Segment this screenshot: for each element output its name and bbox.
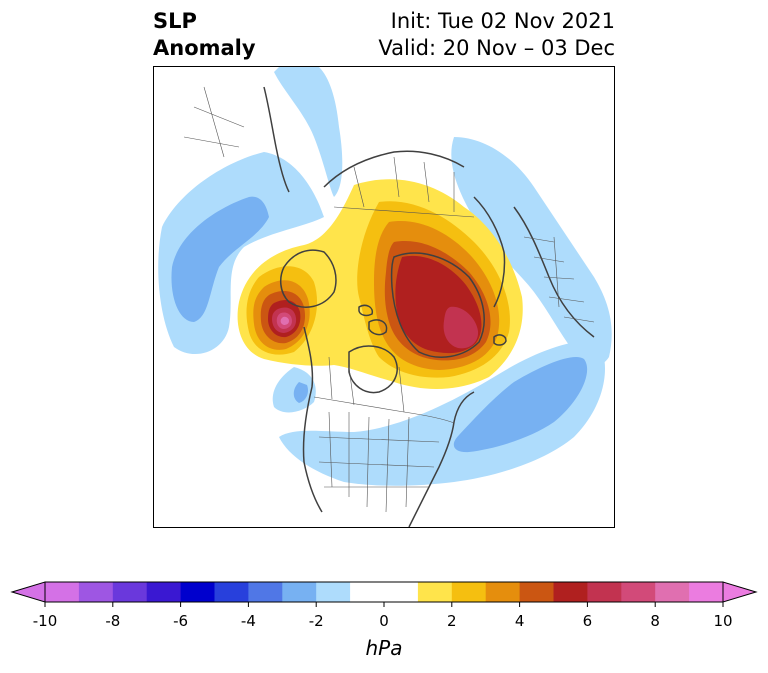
country-borders [183, 86, 595, 513]
colorbar-tick-label: 6 [583, 612, 593, 630]
alaska [279, 249, 337, 308]
colorbar-tick-label: -8 [105, 612, 120, 630]
siberia-low-light [451, 137, 612, 367]
map-title-dates: Init: Tue 02 Nov 2021 Valid: 20 Nov – 03… [378, 8, 615, 62]
hudson-bay [348, 345, 398, 394]
map-title-variable: SLP Anomaly [153, 8, 256, 62]
north-pacific-low-mid [171, 196, 269, 322]
colorbar-box [282, 582, 317, 602]
colorbar-underflow-triangle [10, 581, 46, 603]
colorbar-tick-label: 4 [515, 612, 525, 630]
japan-kamchatka [263, 86, 290, 193]
colorbar-box [417, 582, 453, 602]
colorbar-box [384, 582, 419, 602]
colorbar-box [350, 582, 385, 602]
iceland [493, 334, 507, 346]
colorbar-tick-label: 8 [650, 612, 660, 630]
colorbar-boxes [45, 582, 724, 602]
colorbar: -10 -8 -6 -4 -2 0 2 4 6 8 10 [10, 581, 758, 630]
us-state-lines [318, 411, 440, 513]
colorbar-tick-label: -4 [241, 612, 256, 630]
scandinavia-coast [473, 196, 506, 308]
russia-internal [333, 156, 475, 218]
colorbar-box [180, 582, 215, 602]
pacific-coast-low-mid [293, 382, 309, 403]
colorbar-box [621, 582, 656, 602]
positive-6hpa-contour [272, 306, 479, 349]
colorbar-ticks: -10 -8 -6 -4 -2 0 2 4 6 8 10 [33, 602, 733, 630]
colorbar-box [553, 582, 588, 602]
north-america-west-coast [302, 326, 323, 513]
anomaly-map [158, 67, 612, 527]
north-atlantic-low-mid [453, 356, 588, 453]
arctic-islands [358, 304, 388, 336]
colorbar-box [485, 582, 521, 602]
colorbar-box [146, 582, 182, 602]
subvariable-label: Anomaly [153, 36, 256, 60]
colorbar-box [45, 582, 80, 602]
init-date-label: Init: Tue 02 Nov 2021 [390, 9, 615, 33]
colorbar-box [214, 582, 249, 602]
colorbar-tick-label: 10 [713, 612, 732, 630]
map-panel [153, 66, 615, 528]
colorbar-box [316, 582, 351, 602]
colorbar-tick-label: -2 [309, 612, 324, 630]
colorbar-unit-label: hPa [365, 636, 403, 660]
valid-range-label: Valid: 20 Nov – 03 Dec [378, 36, 615, 60]
colorbar-tick-label: -6 [173, 612, 188, 630]
china-mongolia [183, 86, 245, 158]
colorbar-box [248, 582, 283, 602]
positive-5hpa-contour [268, 255, 482, 354]
colorbar-box [451, 582, 487, 602]
canada-provinces [328, 356, 405, 413]
pacific-coast-low [272, 367, 316, 413]
negative-anomaly-regions [158, 67, 612, 486]
siberia-coast [323, 150, 465, 188]
colorbar-box [587, 582, 622, 602]
colorbar-tick-label: -10 [33, 612, 58, 630]
greenland [390, 252, 485, 358]
north-america-east-coast [408, 391, 475, 527]
colorbar-box [78, 582, 114, 602]
colorbar-box [519, 582, 554, 602]
colorbar-overflow-triangle [722, 581, 758, 603]
colorbar-box [655, 582, 690, 602]
alaska-low-strip [274, 67, 343, 197]
europe-coast [513, 206, 595, 338]
positive-anomaly-regions [237, 179, 523, 389]
colorbar-box [689, 582, 724, 602]
europe-borders [523, 236, 595, 323]
coastlines [263, 86, 595, 527]
colorbar-tick-label: 0 [379, 612, 389, 630]
colorbar-box [112, 582, 148, 602]
colorbar-tick-label: 2 [447, 612, 457, 630]
variable-label: SLP [153, 9, 197, 33]
positive-8hpa-contour [280, 316, 289, 325]
